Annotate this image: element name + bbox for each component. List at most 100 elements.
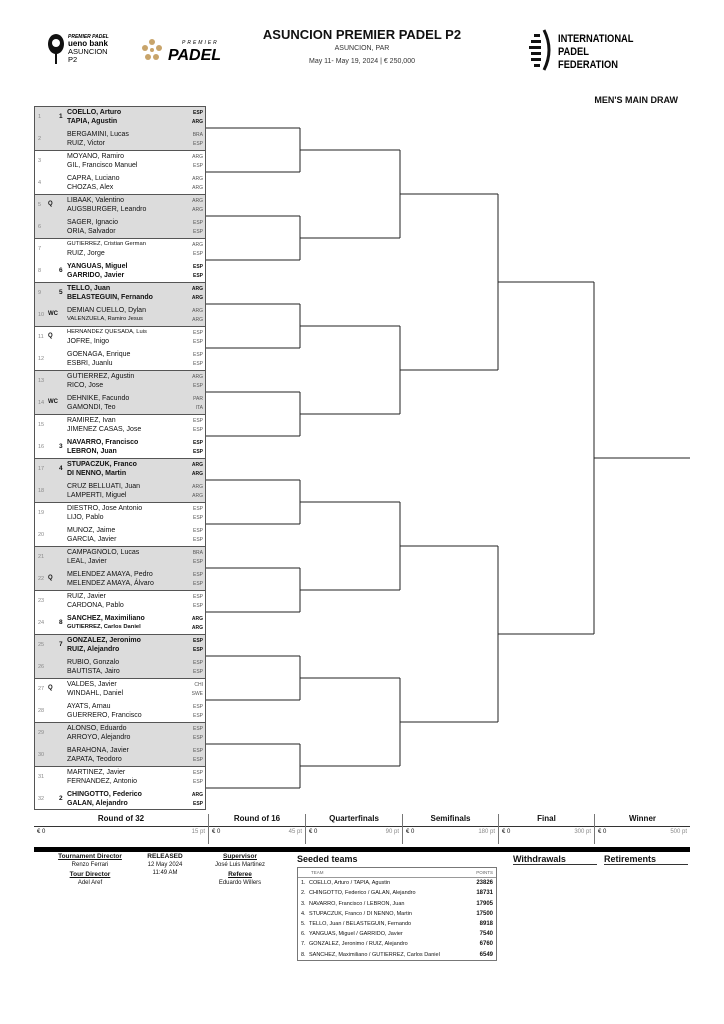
draw-entry[interactable]: 8 6 YANGUAS, Miguel GARRIDO, Javier ESP ESP <box>35 261 205 283</box>
draw-entry[interactable]: 22 Q MELENDEZ AMAYA, Pedro MELENDEZ AMAYA, … <box>35 569 205 591</box>
draw-entry[interactable]: 19 DIESTRO, Jose Antonio LIJO, Pablo ESP ESP <box>35 503 205 525</box>
draw-entry[interactable]: 11 Q HERNANDEZ QUESADA, Luis JOFRE, Inigo ES… <box>35 327 205 349</box>
player-country: ESP <box>192 383 203 389</box>
player-name: BAUTISTA, Jairo <box>67 668 120 675</box>
player-country: ARG <box>192 176 203 182</box>
draw-entry[interactable]: 25 7 GONZALEZ, Jeronimo RUIZ, Alejandro ESP E… <box>35 635 205 657</box>
seed-number: 5 <box>59 289 63 296</box>
released-time: 11:49 AM <box>152 870 178 876</box>
svg-text:FEDERATION: FEDERATION <box>558 59 618 71</box>
player-country: SWE <box>191 691 203 697</box>
player-country: ESP <box>192 352 203 358</box>
seeded-points: 8918 <box>479 921 493 928</box>
entry-number: 5 <box>38 202 42 208</box>
player-country: ARG <box>191 119 203 125</box>
draw-entry[interactable]: 26 RUBIO, Gonzalo BAUTISTA, Jairo ESP ESP <box>35 657 205 679</box>
player-name: FERNANDEZ, Antonio <box>67 778 138 785</box>
draw-entry[interactable]: 24 8 SANCHEZ, Maximiliano GUTIERREZ, Carlos… <box>35 613 205 635</box>
draw-entry[interactable]: 18 CRUZ BELLUATI, Juan LAMPERTI, Miguel ARG… <box>35 481 205 503</box>
draw-entry[interactable]: 23 RUIZ, Javier CARDONA, Pablo ESP ESP <box>35 591 205 613</box>
retirements-title: Retirements <box>604 854 688 865</box>
seed-rank: 8. <box>301 951 306 958</box>
entry-number: 9 <box>38 290 42 296</box>
match-box <box>35 591 205 635</box>
match-box <box>35 195 205 239</box>
seeded-row: 7. GONZALEZ, Jeronimo / RUIZ, Alejandro 67… <box>298 939 496 949</box>
player-name: DIESTRO, Jose Antonio <box>67 505 143 512</box>
player-name: TELLO, Juan <box>67 285 111 292</box>
seeded-row: 2. CHINGOTTO, Federico / GALAN, Alejandro… <box>298 888 496 898</box>
seed-number: 3 <box>59 443 63 450</box>
match-box <box>35 151 205 195</box>
player-country: ESP <box>192 220 203 226</box>
draw-entry[interactable]: 20 MUNOZ, Jaime GARCIA, Javier ESP ESP <box>35 525 205 547</box>
draw-entry[interactable]: 2 BERGAMINI, Lucas RUIZ, Victor BRA ESP <box>35 129 205 151</box>
seeded-team: COELLO, Arturo / TAPIA, Agustin <box>309 880 391 887</box>
entry-number: 32 <box>38 796 45 802</box>
seeded-teams-table: TEAM POINTS 1. COELLO, Arturo / TAPIA, Ag… <box>297 867 497 961</box>
draw-entry[interactable]: 32 2 CHINGOTTO, Federico GALAN, Alejandro AR… <box>35 789 205 811</box>
draw-entry[interactable]: 3 MOYANO, Ramiro GIL, Francisco Manuel ARG E… <box>35 151 205 173</box>
player-name: LIBAAK, Valentino <box>67 197 125 204</box>
draw-entry[interactable]: 16 3 NAVARRO, Francisco LEBRON, Juan ESP ESP <box>35 437 205 459</box>
player-country: ARG <box>191 295 203 301</box>
player-country: BRA <box>192 132 203 138</box>
entry-status: Q <box>48 333 53 339</box>
premier-padel-logo: PREMIER PADEL <box>142 36 242 64</box>
draw-entry[interactable]: 21 CAMPAGNOLO, Lucas LEAL, Javier BRA ESP <box>35 547 205 569</box>
entry-number: 7 <box>38 246 42 252</box>
player-country: ESP <box>192 704 203 710</box>
draw-entry[interactable]: 1 1 COELLO, Arturo TAPIA, Agustin ESP ARG <box>35 107 205 129</box>
seeded-points: 17905 <box>476 900 493 907</box>
player-country: ARG <box>192 308 203 314</box>
player-country: ARG <box>192 484 203 490</box>
player-name: HERNANDEZ QUESADA, Luis <box>67 329 147 335</box>
draw-entry[interactable]: 31 MARTINEZ, Javier FERNANDEZ, Antonio ESP E… <box>35 767 205 789</box>
seeded-teams-title: Seeded teams <box>297 854 358 864</box>
draw-entry[interactable]: 5 Q LIBAAK, Valentino AUGSBURGER, Leandro AR… <box>35 195 205 217</box>
seed-number: 4 <box>59 465 63 472</box>
draw-entry[interactable]: 7 GUTIERREZ, Cristian German RUIZ, Jorge AR… <box>35 239 205 261</box>
player-name: RUIZ, Alejandro <box>67 646 120 653</box>
draw-entry[interactable]: 12 GOENAGA, Enrique ESBRI, Juanlu ESP ESP <box>35 349 205 371</box>
round-points: 45 pt <box>288 829 302 835</box>
player-name: RICO, Jose <box>67 382 104 389</box>
player-country: ARG <box>192 198 203 204</box>
draw-entry[interactable]: 30 BARAHONA, Javier ZAPATA, Teodoro ESP ESP <box>35 745 205 767</box>
draw-entry[interactable]: 15 RAMIREZ, Ivan JIMENEZ CASAS, Jose ESP ESP <box>35 415 205 437</box>
entry-status: WC <box>48 399 58 405</box>
draw-entry[interactable]: 9 5 TELLO, Juan BELASTEGUIN, Fernando ARG ARG <box>35 283 205 305</box>
player-country: ARG <box>191 286 203 292</box>
match-box <box>35 283 205 327</box>
draw-entry[interactable]: 6 SAGER, Ignacio ORIA, Salvador ESP ESP <box>35 217 205 239</box>
col-points: POINTS <box>476 870 493 876</box>
draw-entry[interactable]: 29 ALONSO, Eduardo ARROYO, Alejandro ESP ESP <box>35 723 205 745</box>
match-box <box>35 107 205 151</box>
player-name: JOFRE, Inigo <box>67 338 110 345</box>
seed-rank: 4. <box>301 910 306 917</box>
draw-entry[interactable]: 28 AYATS, Arnau GUERRERO, Francisco ESP ESP <box>35 701 205 723</box>
seeded-row: 8. SANCHEZ, Maximiliano / GUTIERREZ, Carl… <box>298 950 496 960</box>
player-country: CHI <box>194 682 203 688</box>
draw-entry[interactable]: 10 WC DEMIAN CUELLO, Dylan VALENZUELA, Rami… <box>35 305 205 327</box>
player-name: MOYANO, Ramiro <box>67 153 125 160</box>
entry-status: Q <box>48 201 53 207</box>
player-country: BRA <box>192 550 203 556</box>
draw-entry[interactable]: 17 4 STUPACZUK, Franco DI NENNO, Martin ARG A… <box>35 459 205 481</box>
player-name: RUIZ, Javier <box>67 593 106 600</box>
referee-label: Referee <box>228 871 252 878</box>
draw-entry[interactable]: 27 Q VALDES, Javier WINDAHL, Daniel CHI SWE <box>35 679 205 701</box>
player-country: ARG <box>192 185 203 191</box>
round-name: Round of 32 <box>34 814 208 827</box>
entry-number: 28 <box>38 708 45 714</box>
draw-entry[interactable]: 4 CAPRA, Luciano CHOZAS, Alex ARG ARG <box>35 173 205 195</box>
round-reward: € 0 45 pt <box>209 827 305 837</box>
draw-entry[interactable]: 13 GUTIERREZ, Agustin RICO, Jose ARG ESP <box>35 371 205 393</box>
round-column: Round of 32 € 0 15 pt <box>34 814 208 844</box>
player-country: ARG <box>192 317 203 323</box>
round-name: Round of 16 <box>209 814 305 827</box>
round-reward: € 0 15 pt <box>34 827 208 837</box>
draw-entry[interactable]: 14 WC DEHNIKE, Facundo GAMONDI, Teo PAR ITA <box>35 393 205 415</box>
tournament-director-name: Renzo Ferrari <box>71 862 109 868</box>
entry-number: 10 <box>38 312 45 318</box>
